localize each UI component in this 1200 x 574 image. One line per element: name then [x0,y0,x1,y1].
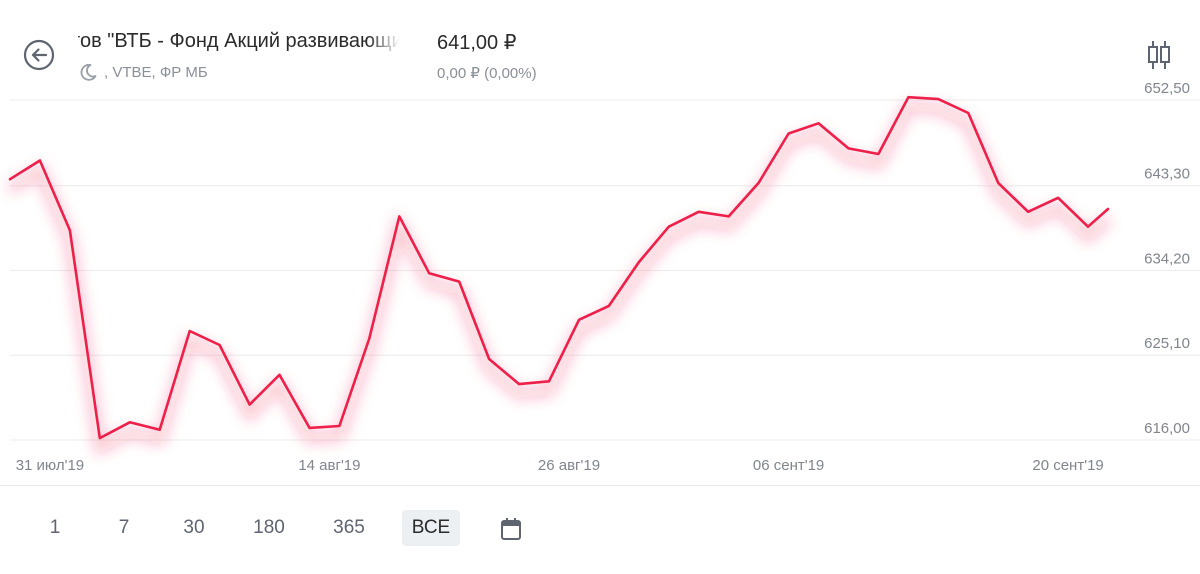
x-tick-label: 14 авг'19 [298,457,360,474]
x-tick-label: 06 сент'19 [753,457,824,474]
series-glow [7,102,1112,456]
back-arrow-circle-icon [23,39,55,71]
x-tick-label: 31 июл'19 [16,457,84,474]
y-tick-label: 616,00 [1144,420,1190,437]
header: нтов "ВТБ - Фонд Акций развивающихся рын… [0,0,1200,95]
period-365d[interactable]: 365 [333,517,365,538]
period-all[interactable]: ВСЕ [402,510,460,546]
period-30d[interactable]: 30 [183,517,205,538]
price-change: 0,00 ₽ (0,00%) [437,65,537,82]
calendar-button[interactable] [498,516,524,542]
calendar-icon [501,518,521,540]
y-tick-label: 625,10 [1144,335,1190,352]
period-selector: 1 7 30 180 365 ВСЕ [0,510,1200,550]
instrument-title: нтов "ВТБ - Фонд Акций развивающихся рын… [78,30,400,52]
y-tick-label: 652,50 [1144,80,1190,97]
instrument-subline: , VTBE, ФР МБ [78,60,208,84]
instrument-ticker-exchange: , VTBE, ФР МБ [104,63,208,81]
y-tick-label: 634,20 [1144,250,1190,267]
back-button[interactable] [22,38,56,72]
period-180d[interactable]: 180 [253,517,285,538]
x-tick-label: 20 сент'19 [1032,457,1103,474]
candlestick-icon [1148,41,1170,69]
period-7d[interactable]: 7 [118,517,130,538]
x-tick-label: 26 авг'19 [538,457,600,474]
chart-type-button[interactable] [1145,38,1173,72]
period-1d[interactable]: 1 [49,517,61,538]
current-price: 641,00 ₽ [437,32,517,54]
y-tick-label: 643,30 [1144,166,1190,183]
moon-icon [80,63,97,81]
price-line [8,95,1110,440]
divider [0,485,1200,486]
price-chart[interactable]: 652,50 643,30 634,20 625,10 616,00 31 июл'19… [0,80,1200,480]
